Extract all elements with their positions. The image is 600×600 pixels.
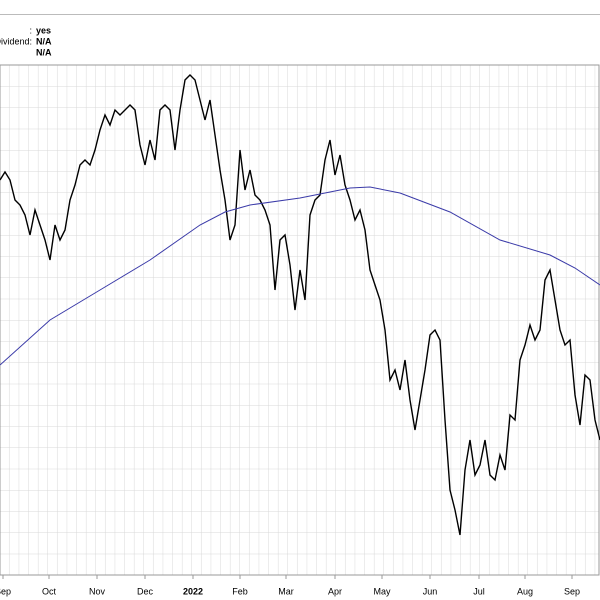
x-tick-label: Dec bbox=[137, 586, 154, 596]
x-tick-label: Aug bbox=[517, 586, 533, 596]
x-tick-label: Nov bbox=[89, 586, 106, 596]
x-tick-label: Oct bbox=[42, 586, 57, 596]
x-tick-label: Apr bbox=[328, 586, 342, 596]
x-tick-label: Mar bbox=[278, 586, 294, 596]
x-tick-label: Sep bbox=[564, 586, 580, 596]
info-value: N/A bbox=[36, 47, 52, 57]
price-line bbox=[0, 74, 600, 536]
info-label: Dividend: bbox=[0, 36, 32, 46]
price-line bbox=[0, 186, 600, 366]
info-value: N/A bbox=[36, 36, 52, 46]
x-tick-label: Jul bbox=[473, 586, 485, 596]
x-tick-label: Jun bbox=[423, 586, 438, 596]
x-tick-label: Sep bbox=[0, 586, 11, 596]
x-tick-label: 2022 bbox=[183, 586, 203, 596]
x-tick-label: May bbox=[373, 586, 391, 596]
info-label: : bbox=[29, 25, 32, 35]
plot-area bbox=[0, 64, 600, 576]
info-value: yes bbox=[36, 25, 51, 35]
x-tick-label: Feb bbox=[232, 586, 248, 596]
